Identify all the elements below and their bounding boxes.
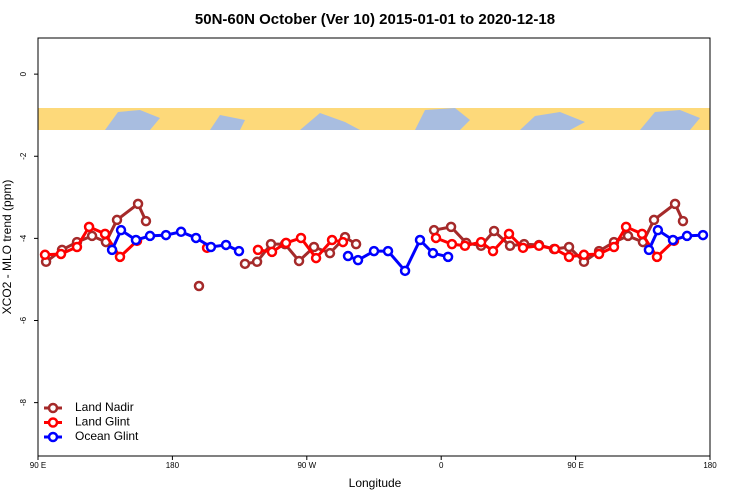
data-point <box>295 232 307 244</box>
data-point <box>293 255 305 267</box>
data-point <box>86 230 98 242</box>
data-point <box>220 239 232 251</box>
data-point <box>622 230 634 242</box>
data-point <box>310 252 322 264</box>
data-point <box>651 251 663 263</box>
plot-frame <box>37 37 711 457</box>
data-point <box>430 232 442 244</box>
x-tick-label: 90 E <box>30 461 46 470</box>
y-axis-label: XCO2 - MLO trend (ppm) <box>0 180 14 315</box>
data-point <box>504 240 516 252</box>
data-point <box>414 234 426 246</box>
data-point <box>111 214 123 226</box>
data-point <box>549 243 561 255</box>
data-point <box>681 230 693 242</box>
data-point <box>39 249 51 261</box>
data-point <box>427 247 439 259</box>
data-point <box>563 251 575 263</box>
data-point <box>251 256 263 268</box>
data-point <box>252 244 264 256</box>
data-point <box>99 228 111 240</box>
y-tick-label: -2 <box>19 152 28 160</box>
data-point <box>533 240 545 252</box>
data-point <box>132 198 144 210</box>
data-point <box>399 265 411 277</box>
data-point <box>643 244 655 256</box>
y-tick-label: -6 <box>19 316 28 324</box>
data-point <box>517 242 529 254</box>
data-point <box>205 241 217 253</box>
data-point <box>175 226 187 238</box>
data-point <box>593 248 605 260</box>
data-point <box>352 254 364 266</box>
data-point <box>652 224 664 236</box>
data-point <box>337 236 349 248</box>
legend-marker <box>47 417 59 428</box>
data-point <box>669 198 681 210</box>
data-point <box>636 228 648 240</box>
legend-marker <box>47 402 59 414</box>
data-point <box>326 234 338 246</box>
data-point <box>667 234 679 246</box>
x-tick-label: 90 E <box>567 461 583 470</box>
data-point <box>266 246 278 258</box>
data-point <box>459 240 471 252</box>
data-point <box>190 232 202 244</box>
data-point <box>677 215 689 227</box>
data-point <box>475 236 487 248</box>
data-point <box>446 238 458 250</box>
data-point <box>233 245 245 257</box>
data-point <box>55 248 67 260</box>
map-strip <box>38 108 710 130</box>
x-tick-label: 90 W <box>297 461 316 470</box>
data-point <box>308 241 320 253</box>
data-point <box>144 230 156 242</box>
x-tick-label: 180 <box>166 461 180 470</box>
data-point <box>140 215 152 227</box>
data-point <box>342 250 354 262</box>
data-point <box>130 234 142 246</box>
data-point <box>608 241 620 253</box>
y-tick-label: -8 <box>19 399 28 407</box>
legend-label: Land Nadir <box>75 400 134 414</box>
data-point <box>620 221 632 233</box>
legend-label: Land Glint <box>75 415 130 429</box>
data-point <box>71 241 83 253</box>
x-tick-label: 0 <box>439 461 444 470</box>
data-point <box>83 221 95 233</box>
data-point <box>115 224 127 236</box>
x-axis-label: Longitude <box>349 476 402 490</box>
data-point <box>563 241 575 253</box>
data-point <box>324 247 336 259</box>
data-point <box>442 251 454 263</box>
x-tick-label: 180 <box>703 461 717 470</box>
data-point <box>160 229 172 241</box>
chart-title: 50N-60N October (Ver 10) 2015-01-01 to 2… <box>195 11 555 28</box>
data-point <box>239 258 251 270</box>
data-point <box>487 245 499 257</box>
data-point <box>445 221 457 233</box>
data-point <box>648 214 660 226</box>
data-point <box>368 245 380 257</box>
legend-label: Ocean Glint <box>75 429 139 443</box>
y-tick-label: 0 <box>19 71 28 76</box>
legend-marker <box>47 431 59 443</box>
data-point <box>106 244 118 256</box>
data-point <box>488 225 500 237</box>
data-point <box>382 245 394 257</box>
data-point <box>697 229 709 241</box>
data-point <box>503 228 515 240</box>
data-point <box>578 249 590 261</box>
data-point <box>114 251 126 263</box>
data-point <box>350 238 362 250</box>
data-point <box>280 237 292 249</box>
data-point <box>193 280 205 292</box>
y-tick-label: -4 <box>19 234 28 242</box>
